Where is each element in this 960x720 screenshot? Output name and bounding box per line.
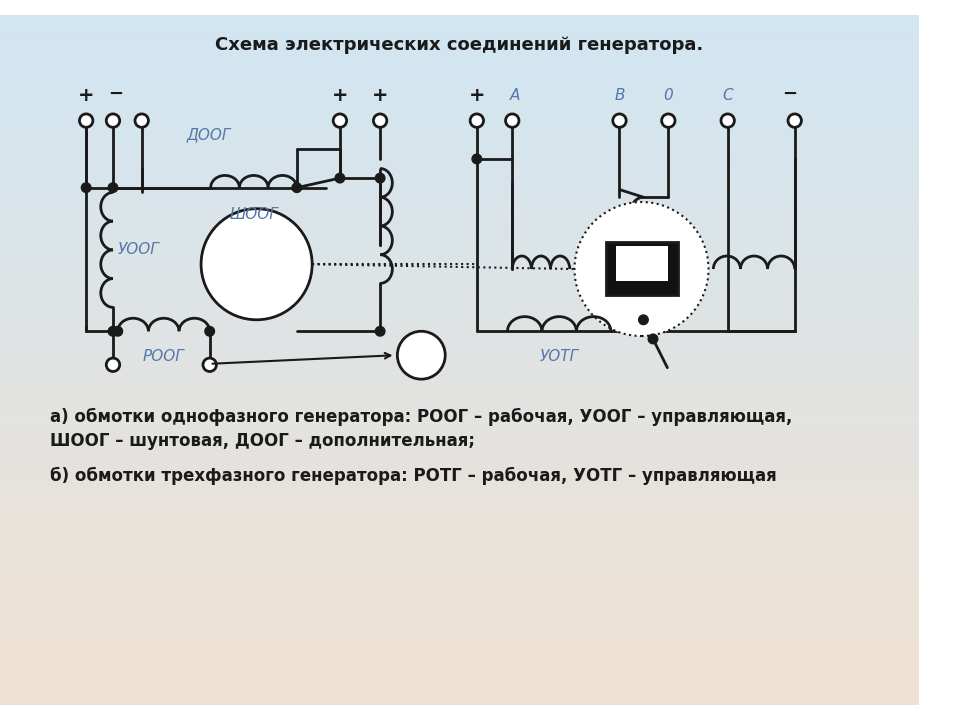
Text: +: +	[468, 86, 485, 105]
Circle shape	[107, 358, 120, 372]
Text: +: +	[78, 86, 94, 105]
Circle shape	[721, 114, 734, 127]
Text: −: −	[782, 86, 798, 104]
Bar	[0, 670, 919, 688]
Text: A: A	[510, 89, 520, 104]
Bar	[0, 308, 919, 325]
Circle shape	[203, 358, 216, 372]
Bar	[0, 464, 919, 481]
Bar	[0, 274, 919, 291]
Bar	[0, 343, 919, 360]
Bar	[0, 171, 919, 188]
Circle shape	[82, 183, 91, 192]
Text: УООГ: УООГ	[118, 243, 159, 257]
Bar	[0, 222, 919, 239]
Circle shape	[292, 183, 301, 192]
Bar	[0, 653, 919, 670]
Bar	[0, 256, 919, 274]
Circle shape	[373, 114, 387, 127]
Circle shape	[472, 154, 482, 163]
Bar	[0, 481, 919, 498]
Bar	[0, 395, 919, 412]
Bar	[0, 153, 919, 171]
Circle shape	[648, 334, 658, 343]
Circle shape	[397, 331, 445, 379]
Text: Схема электрических соединений генератора.: Схема электрических соединений генератор…	[215, 37, 704, 55]
Circle shape	[788, 114, 802, 127]
Bar	[0, 205, 919, 222]
Bar	[0, 412, 919, 429]
Bar	[0, 377, 919, 395]
Bar	[0, 618, 919, 636]
Bar	[0, 584, 919, 601]
Text: РООГ: РООГ	[143, 348, 184, 364]
Circle shape	[201, 209, 312, 320]
Text: ДООГ: ДООГ	[186, 127, 231, 143]
Bar	[0, 532, 919, 549]
Circle shape	[204, 326, 214, 336]
Circle shape	[80, 114, 93, 127]
Circle shape	[335, 174, 345, 183]
Circle shape	[661, 114, 675, 127]
Bar	[0, 360, 919, 377]
Bar	[0, 136, 919, 153]
Circle shape	[375, 326, 385, 336]
Circle shape	[108, 326, 118, 336]
Bar	[0, 446, 919, 464]
Bar	[0, 15, 919, 32]
Circle shape	[333, 114, 347, 127]
Text: б) обмотки трехфазного генератора: РОТГ – рабочая, УОТГ – управляющая: б) обмотки трехфазного генератора: РОТГ …	[50, 467, 777, 485]
Circle shape	[108, 183, 118, 192]
Circle shape	[375, 174, 385, 183]
Text: +: +	[331, 86, 348, 105]
Bar	[0, 32, 919, 50]
Circle shape	[135, 114, 149, 127]
Bar	[0, 429, 919, 446]
Text: ШООГ – шунтовая, ДООГ – дополнительная;: ШООГ – шунтовая, ДООГ – дополнительная;	[50, 432, 475, 450]
Text: УОТГ: УОТГ	[540, 348, 579, 364]
Bar	[0, 325, 919, 343]
Circle shape	[612, 114, 626, 127]
Bar	[0, 119, 919, 136]
Circle shape	[638, 315, 648, 325]
Bar	[608, 282, 676, 293]
Bar	[0, 291, 919, 308]
Text: 0: 0	[663, 89, 673, 104]
Bar	[0, 636, 919, 653]
Bar	[606, 242, 678, 295]
Bar	[0, 84, 919, 102]
Circle shape	[470, 114, 484, 127]
Bar	[0, 515, 919, 532]
Text: B: B	[614, 89, 625, 104]
Bar	[0, 549, 919, 567]
Circle shape	[506, 114, 519, 127]
Circle shape	[107, 114, 120, 127]
Bar	[0, 188, 919, 205]
Bar	[0, 498, 919, 515]
Bar	[615, 246, 668, 282]
Text: +: +	[372, 86, 389, 105]
Text: C: C	[722, 89, 733, 104]
Bar	[0, 688, 919, 705]
Bar	[0, 50, 919, 67]
Text: а) обмотки однофазного генератора: РООГ – рабочая, УООГ – управляющая,: а) обмотки однофазного генератора: РООГ …	[50, 408, 792, 426]
Circle shape	[574, 202, 708, 336]
Bar	[0, 239, 919, 256]
Bar	[0, 67, 919, 84]
Text: ШООГ: ШООГ	[229, 207, 278, 222]
Circle shape	[113, 326, 123, 336]
Text: −: −	[108, 86, 124, 104]
Bar	[0, 567, 919, 584]
Bar	[0, 102, 919, 119]
Bar	[0, 601, 919, 618]
